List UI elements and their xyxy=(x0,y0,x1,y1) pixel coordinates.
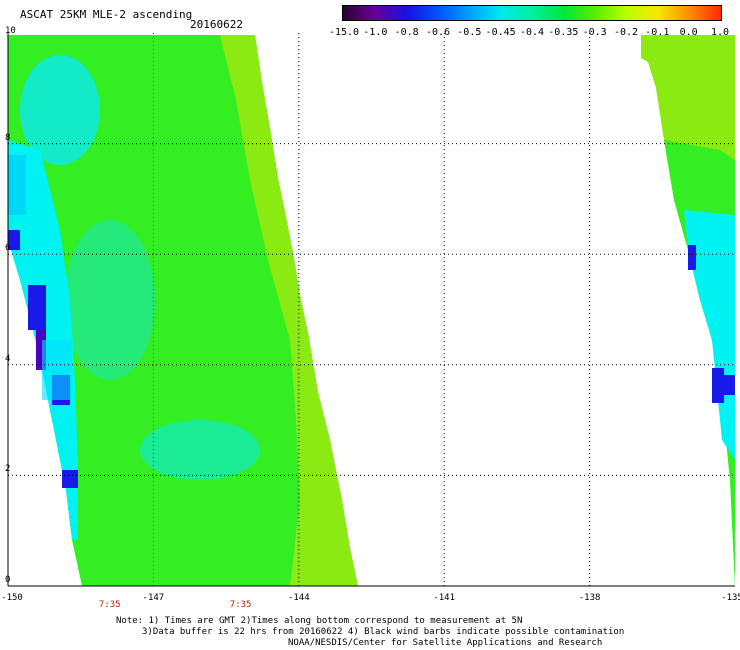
blue-block-3 xyxy=(36,330,46,370)
east-blue-3 xyxy=(724,375,735,395)
x-tick-label: -138 xyxy=(578,593,601,603)
cyan-block-2 xyxy=(42,340,72,400)
y-tick-label: 10 xyxy=(5,26,16,36)
east-blue-1 xyxy=(688,245,696,270)
colorbar xyxy=(342,5,722,21)
y-tick-label: 0 xyxy=(5,575,11,585)
y-tick-label: 4 xyxy=(5,353,11,364)
y-tick-label: 8 xyxy=(5,132,11,143)
map-title: ASCAT 25KM MLE-2 ascending xyxy=(20,8,193,21)
cyan-patch-3 xyxy=(65,220,155,380)
cyan-patch-2 xyxy=(140,420,260,480)
east-blue-2 xyxy=(712,368,724,403)
blue-block-5 xyxy=(62,470,78,488)
cyan-patch-1 xyxy=(20,55,100,165)
colorbar-label: 1.0 xyxy=(710,27,730,38)
y-tick-label: 6 xyxy=(5,243,11,254)
y-tick-label: 2 xyxy=(5,464,11,475)
x-tick-label: -150 xyxy=(1,593,23,603)
colorbar-label: -1.0 xyxy=(363,27,388,38)
colorbar-label: -0.1 xyxy=(645,27,670,38)
grid-lines xyxy=(8,33,735,586)
colorbar-label: -0.8 xyxy=(394,27,419,38)
time-label: 7:35 xyxy=(229,600,252,610)
swath-west-east-band xyxy=(220,35,358,586)
colorbar-label: -0.3 xyxy=(582,27,607,38)
colorbar-label: -0.5 xyxy=(457,27,482,38)
colorbar-label: -0.35 xyxy=(548,27,579,38)
time-label: 7:35 xyxy=(98,600,121,610)
note-line-1: Note: 1) Times are GMT 2)Times along bot… xyxy=(116,616,523,626)
colorbar-label: -0.45 xyxy=(485,27,516,38)
note-line-3: NOAA/NESDIS/Center for Satellite Applica… xyxy=(288,638,603,648)
x-tick-label: -144 xyxy=(287,593,310,603)
colorbar-label: -0.4 xyxy=(519,27,545,38)
colorbar-label: -15.0 xyxy=(328,27,360,38)
colorbar-label: -0.2 xyxy=(613,27,639,38)
x-tick-label: -147 xyxy=(142,593,165,603)
blue-block-1 xyxy=(8,230,20,250)
colorbar-label: 0.0 xyxy=(679,27,698,38)
x-tick-label: -135 xyxy=(721,593,740,603)
blue-block-2 xyxy=(28,285,46,330)
cyan-block-1 xyxy=(8,155,26,215)
colorbar-label: -0.6 xyxy=(425,27,451,38)
x-tick-label: -141 xyxy=(433,593,456,603)
note-line-2: 3)Data buffer is 22 hrs from 20160622 4)… xyxy=(142,627,625,637)
map-date: 20160622 xyxy=(190,18,243,31)
